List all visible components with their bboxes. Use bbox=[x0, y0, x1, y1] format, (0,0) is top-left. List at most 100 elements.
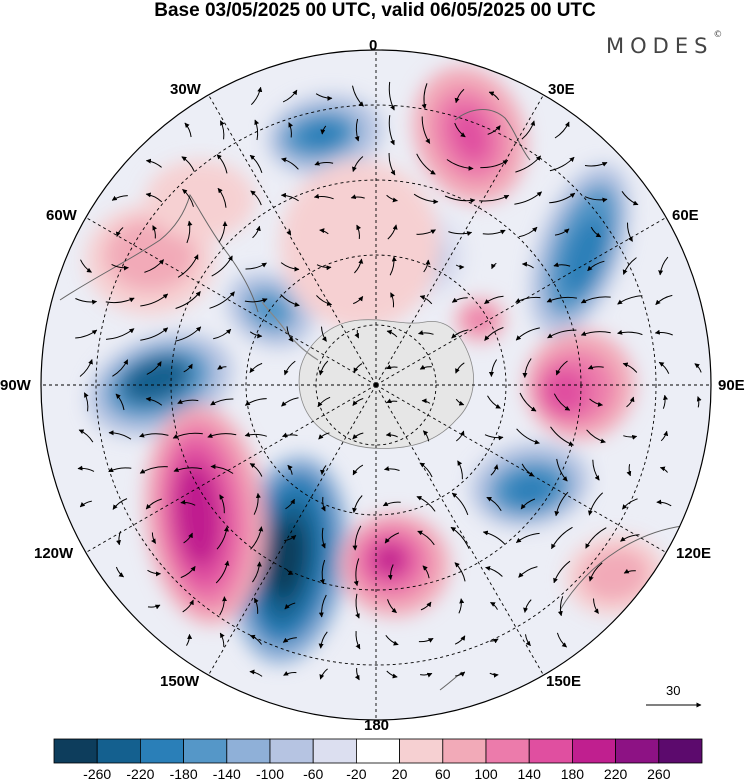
wind-vector bbox=[151, 532, 157, 544]
wind-vector bbox=[147, 569, 161, 577]
wind-vector bbox=[385, 432, 398, 438]
wind-vector bbox=[319, 228, 329, 235]
wind-vector bbox=[553, 393, 571, 411]
wind-vector bbox=[285, 498, 295, 510]
anomaly-blobs bbox=[85, 66, 665, 665]
wind-vector bbox=[521, 463, 535, 477]
wind-vector bbox=[282, 432, 298, 438]
wind-vector bbox=[288, 122, 294, 138]
colorbar-tick-label: 260 bbox=[647, 766, 671, 782]
wind-vector bbox=[354, 329, 360, 339]
wind-vector bbox=[515, 155, 541, 173]
wind-vector bbox=[384, 532, 400, 544]
wind-vector bbox=[75, 329, 98, 339]
meridian-line bbox=[85, 384, 377, 553]
wind-vector bbox=[321, 326, 327, 342]
wind-vector bbox=[319, 559, 326, 585]
colorbar-swatch bbox=[96, 738, 141, 764]
wind-vector bbox=[454, 122, 466, 138]
wind-vector bbox=[622, 498, 638, 510]
wind-vector bbox=[515, 296, 541, 303]
wind-vector bbox=[353, 295, 364, 305]
meridian-label-0: 0 bbox=[369, 37, 378, 54]
wind-vector bbox=[353, 558, 360, 587]
wind-vector bbox=[486, 496, 502, 511]
wind-vector bbox=[251, 561, 262, 583]
anomaly-blob bbox=[280, 160, 440, 330]
wind-vector bbox=[658, 256, 669, 276]
wind-vector bbox=[249, 331, 263, 339]
wind-vector bbox=[553, 262, 571, 268]
wind-vector bbox=[320, 465, 327, 475]
wind-vector bbox=[516, 532, 540, 543]
brand-name: MODES bbox=[606, 34, 714, 58]
wind-vector bbox=[111, 195, 128, 201]
wind-vector bbox=[315, 93, 333, 101]
wind-vector bbox=[355, 593, 360, 619]
wind-vector bbox=[662, 394, 668, 409]
wind-vector bbox=[623, 568, 636, 574]
wind-vector bbox=[83, 392, 89, 412]
wind-vector bbox=[446, 159, 474, 171]
meridian-label-150w: 150W bbox=[160, 673, 200, 690]
meridian-label-90e: 90E bbox=[718, 377, 745, 394]
colorbar-swatch bbox=[226, 738, 271, 764]
wind-vector bbox=[419, 295, 433, 305]
wind-vector bbox=[620, 534, 640, 542]
wind-vector bbox=[182, 188, 194, 207]
colorbar-swatch bbox=[183, 738, 228, 764]
colorbar-tick-label: -100 bbox=[255, 766, 285, 782]
antarctic-peninsula bbox=[261, 301, 319, 361]
wind-vector bbox=[587, 260, 605, 272]
wind-vector bbox=[550, 426, 574, 446]
wind-vector bbox=[390, 292, 395, 308]
wind-vector bbox=[455, 430, 465, 442]
wind-vector bbox=[245, 262, 267, 270]
wind-vector bbox=[482, 229, 506, 235]
wind-vector bbox=[140, 327, 169, 341]
wind-vector bbox=[356, 224, 362, 239]
wind-vector bbox=[313, 193, 334, 200]
wind-vector bbox=[186, 220, 193, 244]
wind-vector bbox=[250, 526, 264, 550]
wind-vector bbox=[318, 432, 330, 440]
wind-vector bbox=[219, 632, 225, 647]
wind-vector bbox=[316, 295, 333, 306]
colorbar-tick-label: 140 bbox=[517, 766, 541, 782]
colorbar-tick-label: -20 bbox=[346, 766, 367, 782]
colorbar-tick-label: -140 bbox=[212, 766, 241, 782]
wind-vector bbox=[420, 601, 432, 611]
wind-vector bbox=[139, 432, 169, 438]
wind-vector bbox=[487, 395, 501, 409]
wind-vector bbox=[482, 530, 506, 545]
wind-vector bbox=[177, 399, 199, 404]
wind-vector bbox=[626, 222, 633, 242]
map-title: Base 03/05/2025 00 UTC, valid 06/05/2025… bbox=[154, 0, 596, 21]
wind-vector bbox=[287, 464, 293, 475]
wind-vector bbox=[385, 635, 399, 646]
wind-vector bbox=[525, 634, 531, 647]
wind-vector bbox=[145, 158, 162, 168]
wind-vector bbox=[319, 668, 328, 680]
wind-vector bbox=[175, 326, 202, 342]
wind-vector bbox=[421, 398, 431, 404]
wind-vector bbox=[186, 633, 193, 646]
wind-vector bbox=[387, 224, 398, 240]
meridian-label-120w: 120W bbox=[34, 545, 74, 562]
wind-vector bbox=[249, 362, 263, 374]
wind-vector bbox=[172, 432, 203, 439]
wind-vector bbox=[354, 258, 364, 274]
wind-vector bbox=[249, 154, 263, 173]
wind-vector bbox=[491, 262, 497, 270]
wind-vector bbox=[519, 392, 537, 412]
wind-vector bbox=[108, 467, 132, 473]
wind-vector bbox=[217, 187, 227, 208]
wind-vector bbox=[622, 362, 638, 373]
wind-vector bbox=[587, 364, 604, 370]
wind-vector bbox=[286, 228, 292, 236]
south-pole-marker bbox=[373, 382, 379, 388]
wind-vector bbox=[416, 153, 436, 175]
wind-vector bbox=[354, 668, 360, 681]
wind-vector bbox=[352, 464, 364, 476]
anomaly-blob bbox=[541, 368, 589, 416]
